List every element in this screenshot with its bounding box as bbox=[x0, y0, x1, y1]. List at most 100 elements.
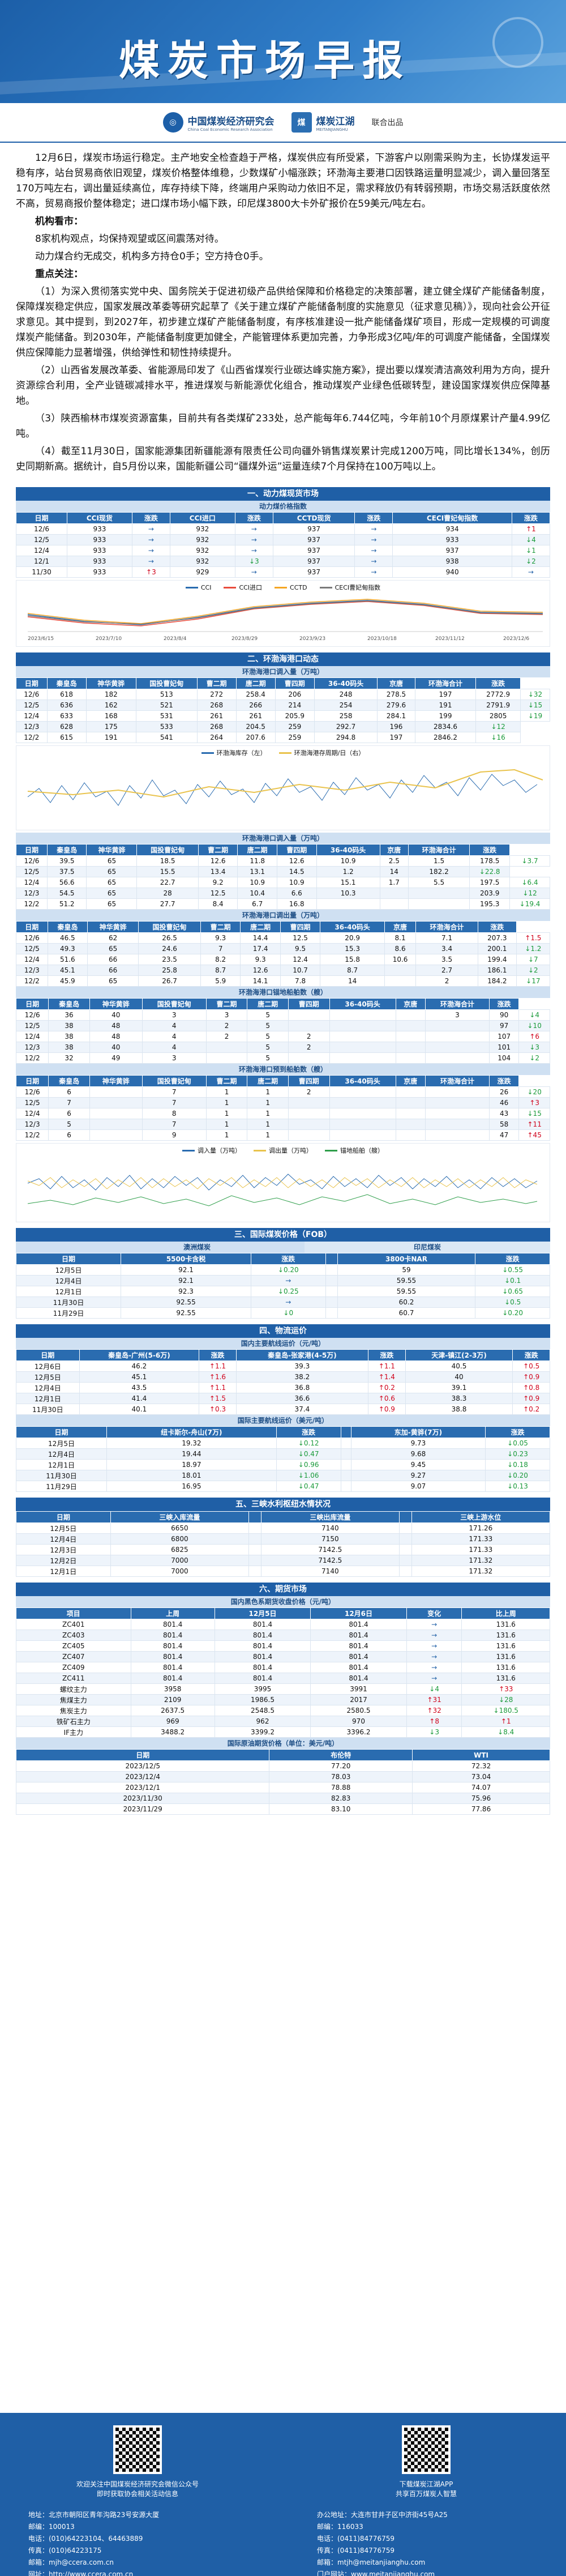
table-cell: 12/4 bbox=[16, 877, 48, 888]
table-cell: ↓15 bbox=[518, 1108, 550, 1119]
table-cell: 59.55 bbox=[337, 1275, 476, 1286]
table-cell: 11月29日 bbox=[15, 1307, 122, 1319]
table-cell: 40 bbox=[89, 1042, 143, 1053]
table-cell: 12/6 bbox=[16, 689, 48, 700]
table-cell: 801.4 bbox=[130, 1673, 215, 1684]
legend-anchorage-label: 锚地船舶（艘） bbox=[340, 1147, 384, 1154]
column-header: 涨跌 bbox=[250, 1253, 326, 1265]
table-cell: 螺纹主力 bbox=[16, 1683, 131, 1695]
table-cell: 6 bbox=[48, 1086, 90, 1098]
column-header: 国投曹妃甸 bbox=[142, 998, 207, 1010]
column-header: 曹二期 bbox=[196, 677, 237, 689]
table-row: 11月29日 92.55 ↓0 60.7 ↓0.20 bbox=[15, 1307, 550, 1319]
table-cell: 2017 bbox=[310, 1694, 407, 1705]
column-header: 神华黄骅 bbox=[89, 1075, 143, 1087]
table-cell: → bbox=[354, 545, 393, 556]
table-cell: 2834.6 bbox=[414, 721, 477, 732]
mtjh-email[interactable]: 邮箱：mtjh@meitanjianghu.com bbox=[317, 2558, 426, 2566]
mtjh-qr-code bbox=[402, 2425, 451, 2474]
table-cell bbox=[325, 1275, 338, 1286]
column-header: CECI曹妃甸指数 bbox=[392, 512, 512, 524]
table-cell: 2580.5 bbox=[310, 1705, 407, 1716]
column-header: 东加-黄骅(7万) bbox=[350, 1426, 486, 1438]
ccera-email[interactable]: 邮箱：mjh@ccera.com.cn bbox=[28, 2558, 114, 2566]
table-cell: 16.8 bbox=[276, 898, 317, 910]
column-header: 环渤海合计 bbox=[424, 1075, 490, 1087]
table-cell: 12.6 bbox=[240, 965, 281, 976]
table-cell: → bbox=[250, 1275, 326, 1286]
table-cell bbox=[329, 1108, 396, 1119]
table-cell bbox=[379, 888, 409, 899]
mtjh-name: 煤炭江湖 bbox=[316, 116, 355, 127]
table-cell: 12月1日 bbox=[16, 1459, 107, 1470]
ccera-website[interactable]: 网址：http://www.ccera.com.cn bbox=[28, 2570, 134, 2576]
table-cell: 9.73 bbox=[350, 1438, 486, 1449]
table-row: 12/3 628 175 533 268 204.5 259 292.7 196 2834.6 ↓1… bbox=[16, 721, 550, 732]
domestic-freight-subtitle: 国内主要航线运价（元/吨） bbox=[16, 1338, 550, 1349]
mtjh-website[interactable]: 门户网站：www.meitanjianghu.com bbox=[317, 2570, 435, 2576]
table-cell: → bbox=[354, 534, 393, 545]
column-header: 12月6日 bbox=[310, 1607, 407, 1619]
table-cell: 259 bbox=[275, 732, 315, 743]
table-cell: ↓17 bbox=[516, 975, 551, 987]
port-flow-lines bbox=[27, 1174, 538, 1206]
table-cell bbox=[325, 1296, 338, 1308]
table-cell: 171.32 bbox=[411, 1566, 551, 1577]
table-cell: 26.5 bbox=[138, 932, 201, 944]
table-cell bbox=[395, 1042, 426, 1053]
table-cell: 12月4日 bbox=[16, 1382, 80, 1393]
table-cell: 60.2 bbox=[337, 1296, 476, 1308]
table-cell: 3 bbox=[205, 1009, 248, 1021]
table-cell bbox=[424, 1108, 490, 1119]
table-cell bbox=[329, 1031, 396, 1042]
table-cell: ↑33 bbox=[461, 1683, 550, 1695]
table-cell: 940 bbox=[392, 566, 512, 578]
table-header-row: 日期 秦皇岛 神华黄骅 国投曹妃甸 曹二期 唐二期 曹四期 36-40码头 京唐 环渤海合计 涨跌 bbox=[16, 844, 550, 856]
table-cell: 4 bbox=[142, 1020, 207, 1031]
table-cell: 2 bbox=[205, 1031, 248, 1042]
table-cell bbox=[395, 1108, 426, 1119]
table-cell: 92.55 bbox=[121, 1307, 251, 1319]
table-cell bbox=[248, 1533, 261, 1545]
table-cell: 801.4 bbox=[214, 1673, 311, 1684]
table-cell: 207.6 bbox=[235, 732, 276, 743]
table-cell: 12.6 bbox=[198, 855, 238, 867]
table-cell: 937 bbox=[272, 534, 355, 545]
column-header: 涨跌 bbox=[488, 998, 520, 1010]
section-2-title: 二、环渤海港口动态 bbox=[16, 652, 550, 666]
table-cell: 43 bbox=[488, 1108, 520, 1119]
table-cell: 19.32 bbox=[106, 1438, 277, 1449]
table-header-row: 项目 上周 12月5日 12月6日 变化 比上周 bbox=[16, 1607, 550, 1619]
table-cell: → bbox=[406, 1619, 462, 1630]
futures-table: 项目 上周 12月5日 12月6日 变化 比上周 ZC401 801.4 801.4 801.4 →… bbox=[16, 1607, 550, 1738]
ccera-logo: ◎ 中国煤炭经济研究会 China Coal Economic Research… bbox=[162, 112, 275, 133]
table-cell: 258 bbox=[314, 710, 378, 722]
table-cell: 59.55 bbox=[337, 1286, 476, 1297]
table-cell bbox=[424, 1129, 490, 1141]
table-cell: 14 bbox=[320, 975, 385, 987]
table-cell: 60.7 bbox=[337, 1307, 476, 1319]
table-cell: ↓0.1 bbox=[475, 1275, 550, 1286]
column-header: 环渤海合计 bbox=[415, 921, 478, 933]
banner-decoration bbox=[492, 17, 543, 68]
port-inflow-table: 日期 秦皇岛 神华黄骅 国投曹妃甸 曹二期 唐二期 曹四期 36-40码头 京唐 环渤海合计 涨跌 1… bbox=[16, 677, 550, 743]
table-cell: ↑32 bbox=[406, 1705, 462, 1716]
table-cell: 13.1 bbox=[237, 866, 277, 877]
table-cell: 38 bbox=[48, 1031, 90, 1042]
page-title: 煤炭市场早报 bbox=[119, 36, 411, 84]
ccera-phone: 电话：(010)64223104、64463889 bbox=[28, 2535, 143, 2543]
mtjh-qr-caption: 下载煤炭江湖APP 共享百万煤炭人智慧 bbox=[341, 2480, 511, 2499]
ccera-name: 中国煤炭经济研究会 bbox=[187, 116, 275, 127]
column-header: 国投曹妃甸 bbox=[138, 921, 201, 933]
table-cell: 51.6 bbox=[47, 954, 88, 965]
port-inventory-lines bbox=[27, 769, 543, 806]
table-cell: ↑31 bbox=[406, 1694, 462, 1705]
table-cell: 6.6 bbox=[276, 888, 317, 899]
table-cell bbox=[248, 1544, 261, 1555]
table-cell: 66 bbox=[87, 965, 139, 976]
table-cell: 4 bbox=[142, 1042, 207, 1053]
column-header: 日期 bbox=[16, 1426, 107, 1438]
table-cell bbox=[89, 1097, 143, 1108]
table-cell: 1 bbox=[247, 1108, 289, 1119]
table-cell: 11月30日 bbox=[16, 1404, 80, 1415]
